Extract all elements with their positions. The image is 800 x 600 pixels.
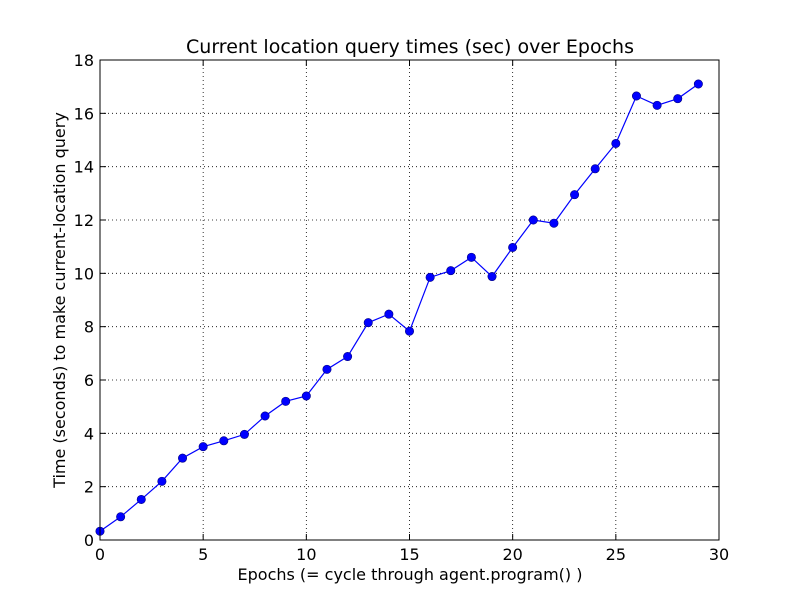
data-point [157,476,167,486]
data-point [466,252,476,262]
data-point [446,266,456,276]
data-point [239,429,249,439]
x-tick-label: 30 [709,545,729,564]
y-tick-label: 2 [84,478,94,497]
x-tick-label: 15 [399,545,419,564]
x-tick-label: 25 [606,545,626,564]
data-point [301,391,311,401]
data-point [528,215,538,225]
x-tick-label: 0 [95,545,105,564]
x-tick-label: 20 [502,545,522,564]
data-point [425,272,435,282]
data-point [487,272,497,282]
data-point [673,94,683,104]
y-tick-label: 12 [74,211,94,230]
data-point [178,453,188,463]
series-layer [95,79,703,536]
data-point [116,512,126,522]
y-tick-label: 18 [74,51,94,70]
data-point [652,100,662,110]
data-point [136,494,146,504]
y-axis-label: Time (seconds) to make current-location … [50,112,69,489]
data-point [631,91,641,101]
data-point [549,218,559,228]
ticks: 0 5 10 15 20 25 30 0 2 4 6 8 10 12 14 16 18 [74,51,730,564]
y-tick-label: 8 [84,318,94,337]
data-point [570,190,580,200]
data-point [384,309,394,319]
x-axis-label: Epochs (= cycle through agent.program() … [238,565,583,584]
data-point [219,436,229,446]
x-tick-label: 10 [296,545,316,564]
data-point [404,326,414,336]
data-point [281,396,291,406]
y-tick-label: 14 [74,158,94,177]
data-point [343,352,353,362]
data-point [363,318,373,328]
data-point [322,364,332,374]
data-point [611,138,621,148]
data-point [260,411,270,421]
y-tick-label: 0 [84,531,94,550]
y-tick-label: 4 [84,424,94,443]
data-point [590,164,600,174]
y-tick-label: 6 [84,371,94,390]
y-tick-label: 16 [74,104,94,123]
data-point [508,242,518,252]
y-tick-label: 10 [74,264,94,283]
chart-title: Current location query times (sec) over … [186,36,634,58]
data-point [198,442,208,452]
data-point [693,79,703,89]
x-tick-label: 5 [198,545,208,564]
